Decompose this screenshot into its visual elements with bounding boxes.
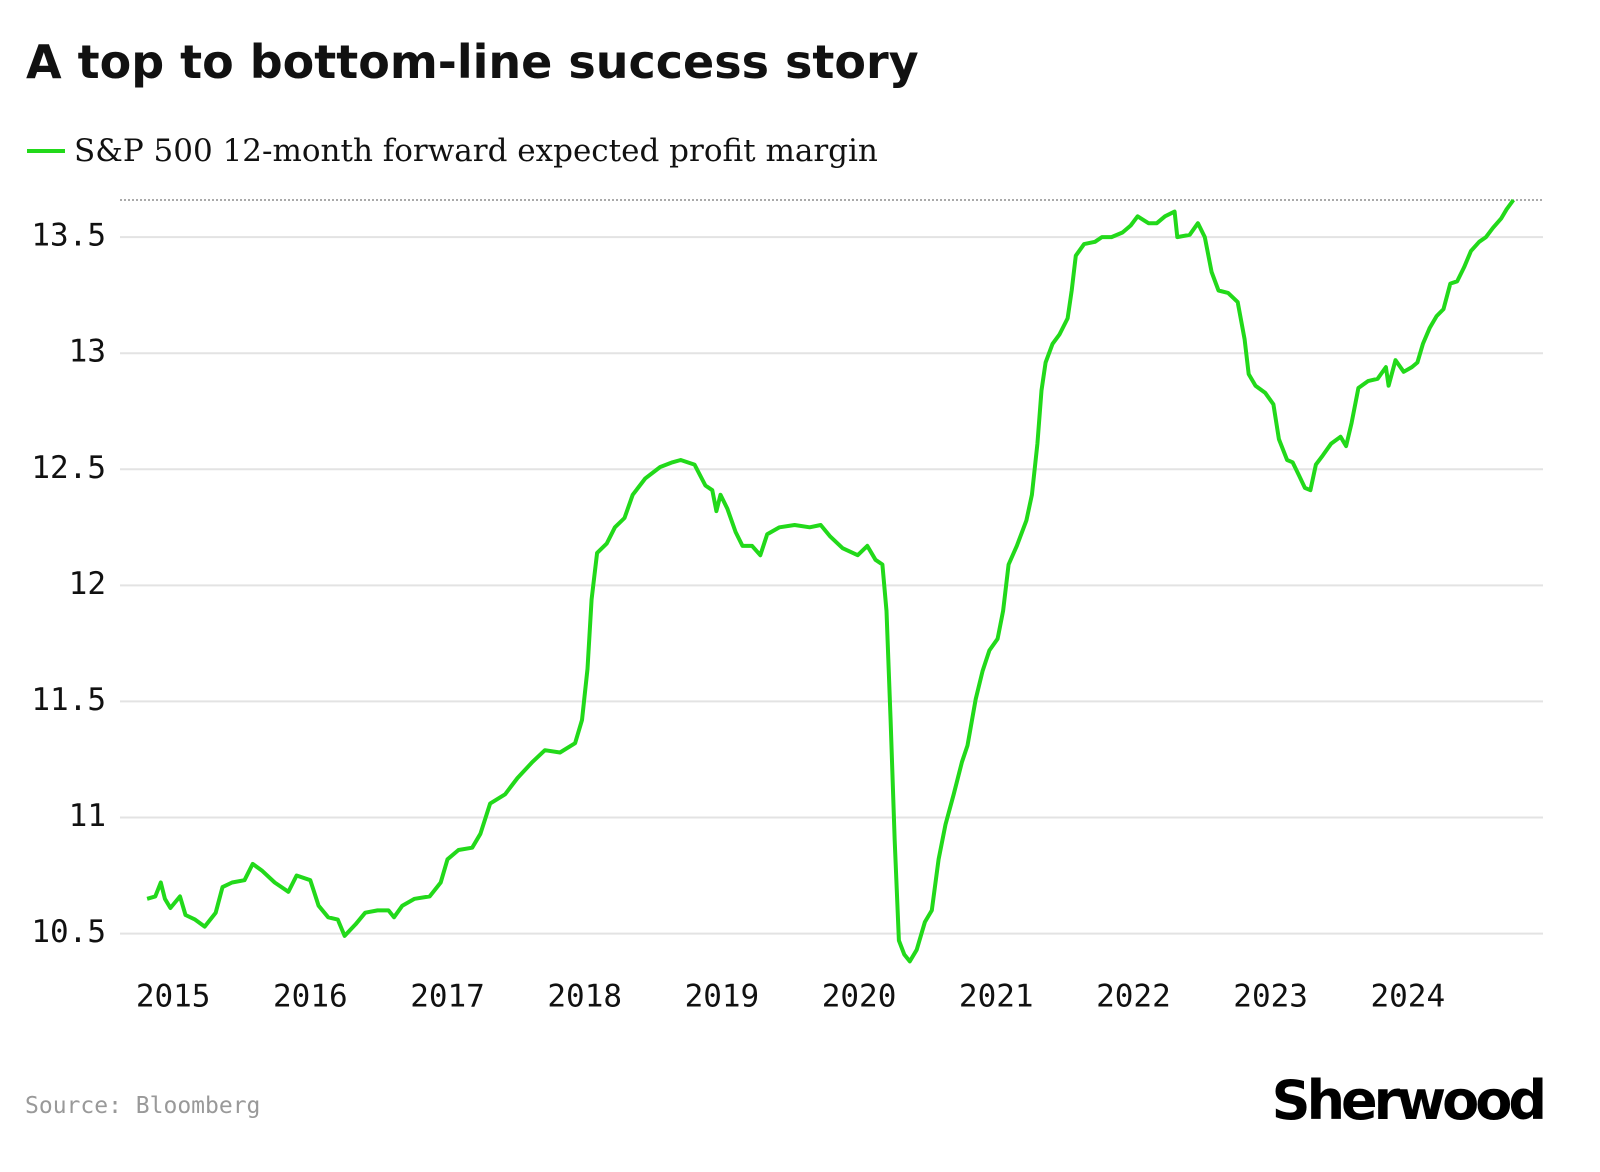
y-tick-label: 12.5 (31, 450, 106, 486)
y-tick-label: 13.5 (31, 218, 106, 254)
x-tick-label: 2019 (685, 979, 760, 1015)
x-tick-label: 2021 (959, 979, 1034, 1015)
y-tick-label: 11 (69, 798, 106, 834)
x-tick-label: 2022 (1096, 979, 1171, 1015)
plot-area: 10.5 11 11.5 12 12.5 13 13.5 2015 2016 2017 2018 20… (31, 198, 1543, 1015)
x-tick-label: 2020 (822, 979, 897, 1015)
x-tick-label: 2017 (410, 979, 485, 1015)
y-tick-label: 12 (69, 566, 106, 602)
source: Source: Bloomberg (25, 1093, 260, 1119)
y-tick-label: 10.5 (31, 914, 106, 950)
x-tick-label: 2016 (273, 979, 348, 1015)
y-tick-label: 13 (69, 334, 106, 370)
x-tick-label: 2018 (547, 979, 622, 1015)
y-tick-label: 11.5 (31, 682, 106, 718)
x-tick-label: 2023 (1233, 979, 1308, 1015)
x-tick-label: 2015 (136, 979, 211, 1015)
chart-title: A top to bottom-line success story (26, 35, 919, 89)
x-tick-label: 2024 (1370, 979, 1445, 1015)
legend-label: S&P 500 12-month forward expected profit… (74, 133, 878, 169)
brand-logo: Sherwood (1272, 1069, 1544, 1132)
series-line (146, 198, 1516, 964)
